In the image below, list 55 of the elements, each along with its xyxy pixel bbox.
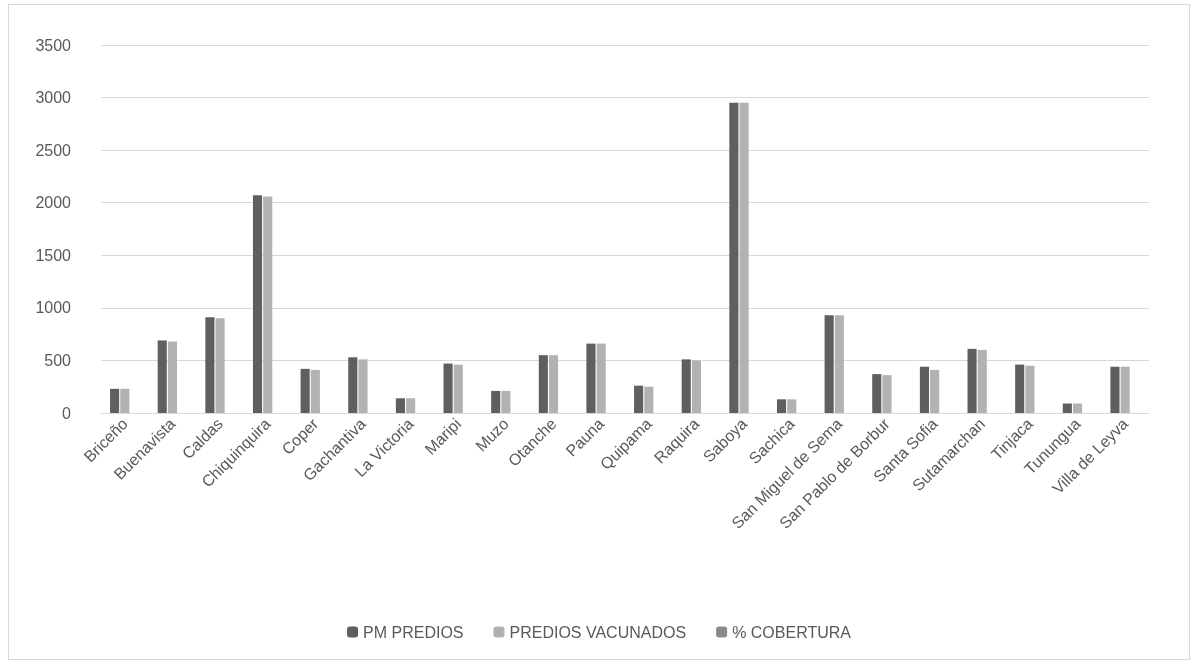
bar	[977, 349, 987, 413]
bar	[834, 315, 844, 413]
bar	[501, 390, 511, 413]
bar	[1062, 403, 1072, 413]
bar	[729, 102, 739, 413]
bar	[872, 374, 882, 413]
bar	[1015, 364, 1025, 413]
bar	[395, 398, 405, 413]
y-tick-label: 3500	[35, 36, 72, 54]
y-tick-label: 2500	[35, 141, 72, 159]
bar	[776, 399, 787, 413]
y-tick-label: 2000	[35, 194, 72, 212]
bar	[548, 355, 559, 413]
bar	[1120, 366, 1130, 413]
bar	[1072, 403, 1083, 413]
y-tick-label: 3000	[35, 89, 72, 107]
bar	[252, 195, 263, 413]
bar	[644, 386, 654, 413]
bar	[215, 318, 225, 413]
legend-label: PM PREDIOS	[363, 623, 464, 641]
bar	[634, 385, 644, 413]
bar	[930, 369, 940, 413]
bar	[681, 359, 691, 413]
bar	[882, 375, 892, 413]
bar	[406, 398, 416, 413]
bar	[453, 364, 463, 413]
bar	[157, 340, 167, 413]
bar	[110, 388, 120, 413]
bar	[310, 369, 320, 413]
legend-label: % COBERTURA	[732, 623, 852, 641]
y-tick-label: 1000	[35, 299, 72, 317]
bar	[300, 368, 310, 413]
bar	[491, 390, 501, 413]
bar	[358, 359, 368, 413]
bar	[787, 399, 797, 413]
y-tick-label: 0	[62, 404, 72, 422]
bar	[824, 315, 834, 413]
bar	[167, 341, 178, 413]
bar	[120, 388, 130, 413]
bar	[205, 317, 215, 413]
bar	[1110, 366, 1120, 413]
y-tick-label: 1500	[35, 246, 72, 264]
bar	[538, 355, 548, 413]
bar	[348, 357, 358, 413]
bar	[739, 102, 749, 413]
bar	[443, 363, 453, 413]
y-tick-label: 500	[44, 351, 72, 369]
bar	[586, 343, 596, 413]
legend-label: PREDIOS VACUNADOS	[509, 623, 687, 641]
bar	[919, 366, 929, 413]
bar	[691, 360, 702, 413]
bar	[967, 348, 977, 413]
bar	[596, 343, 606, 413]
bar	[1025, 365, 1035, 413]
bar	[263, 196, 273, 413]
